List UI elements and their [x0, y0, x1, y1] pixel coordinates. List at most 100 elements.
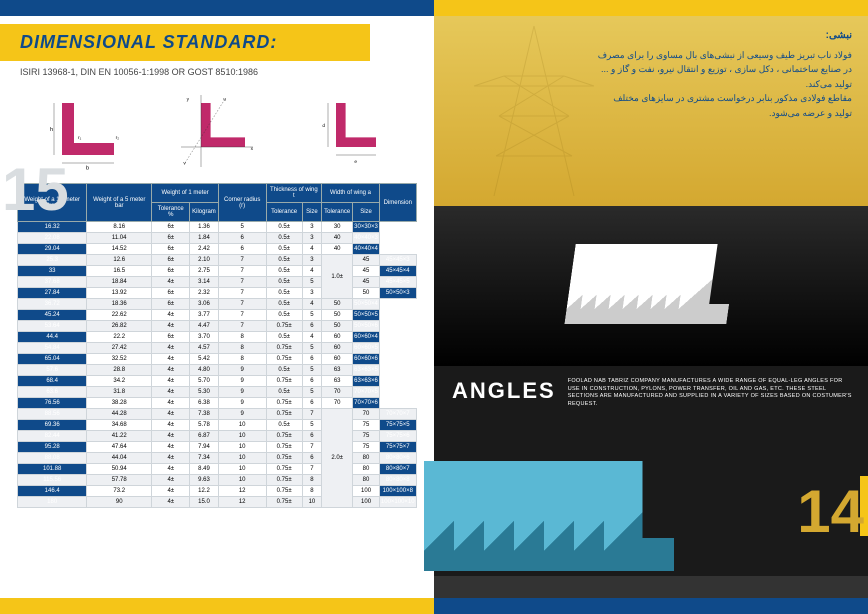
- table-cell: 5: [302, 343, 321, 354]
- table-row: 53.6426.824±4.4770.75±65050×50×6: [18, 321, 416, 332]
- table-cell: 80×80×6: [379, 453, 416, 464]
- table-cell: 29.04: [18, 244, 87, 255]
- table-cell: 63: [322, 365, 353, 376]
- table-row: 63.631.84±5.3090.5±57070×70×5: [18, 387, 416, 398]
- table-cell: 7.94: [190, 442, 219, 453]
- table-cell: 7.38: [190, 409, 219, 420]
- page-number-14: 14: [797, 477, 864, 546]
- table-cell: 7: [302, 409, 321, 420]
- table-row: 68.434.24±5.7090.75±66363×63×6: [18, 376, 416, 387]
- svg-text:u: u: [223, 97, 226, 102]
- table-cell: 50.94: [86, 464, 151, 475]
- table-cell: 32.52: [86, 354, 151, 365]
- table-cell: 28.8: [86, 365, 151, 376]
- table-cell: 70×70×7: [379, 409, 416, 420]
- table-cell: 4: [302, 244, 321, 255]
- table-cell: 101.88: [18, 464, 87, 475]
- table-cell: 38.28: [86, 398, 151, 409]
- table-cell: 12.2: [190, 486, 219, 497]
- table-cell: 4±: [152, 321, 190, 332]
- table-row: 37.6818.844±3.1470.5±54545×45×5: [18, 277, 416, 288]
- table-cell: 68.4: [18, 376, 87, 387]
- table-cell: 100×100×10: [379, 497, 416, 508]
- table-cell: 0.5±: [266, 288, 302, 299]
- table-cell: 4±: [152, 343, 190, 354]
- table-cell: 13.92: [86, 288, 151, 299]
- bottom-bar-left: [0, 598, 434, 614]
- subtitle: ISIRI 13968-1, DIN EN 10056-1:1998 OR GO…: [20, 67, 414, 77]
- th-c5a: Tolerance: [266, 203, 302, 222]
- table-cell: 45: [353, 255, 380, 266]
- table-cell: 0.75±: [266, 475, 302, 486]
- table-cell: 0.75±: [266, 398, 302, 409]
- table-cell: 7: [302, 442, 321, 453]
- white-angles-photo: [434, 206, 868, 366]
- table-cell: 88.08: [18, 453, 87, 464]
- table-cell: 100: [353, 486, 380, 497]
- th-c5: Thickness of wing t: [266, 184, 322, 203]
- table-cell: 6: [302, 453, 321, 464]
- th-c6: Width of wing a: [322, 184, 380, 203]
- table-cell: 7: [218, 310, 266, 321]
- svg-text:h: h: [50, 127, 53, 133]
- th-c4: Corner radius (r): [218, 184, 266, 222]
- table-cell: 45×45×4: [379, 266, 416, 277]
- svg-text:v: v: [183, 161, 186, 166]
- table-cell: 25.3: [18, 255, 87, 266]
- table-cell: 4±: [152, 420, 190, 431]
- table-cell: 54.84: [18, 343, 87, 354]
- table-cell: 60×60×4: [353, 332, 380, 343]
- table-cell: 8: [218, 354, 266, 365]
- table-cell: 5: [218, 222, 266, 233]
- dimension-table: Weight of a 12 meter bar Weight of a 5 m…: [17, 183, 416, 508]
- table-cell: 12: [218, 497, 266, 508]
- table-cell: 9: [218, 376, 266, 387]
- table-row: 88.5644.284±7.3890.75±72.0±7070×70×7: [18, 409, 416, 420]
- table-cell: 10: [302, 497, 321, 508]
- table-cell: 44.28: [86, 409, 151, 420]
- svg-text:y: y: [187, 97, 190, 102]
- table-cell: 3.14: [190, 277, 219, 288]
- table-cell: 27.42: [86, 343, 151, 354]
- table-cell: 9: [218, 365, 266, 376]
- table-row: 3316.56±2.7570.5±44545×45×4: [18, 266, 416, 277]
- table-cell: 6±: [152, 244, 190, 255]
- table-cell: 2.42: [190, 244, 219, 255]
- table-row: 65.0432.524±5.4280.75±66060×60×6: [18, 354, 416, 365]
- farsi-description: نبشی: فولاد ناب تبریز طیف وسیعی از نبشی‌…: [434, 16, 868, 206]
- table-cell: 50: [322, 310, 353, 321]
- table-cell: 22.08: [18, 233, 87, 244]
- table-cell: 6±: [152, 332, 190, 343]
- table-row: 115.5657.784±9.63100.75±88080×80×8: [18, 475, 416, 486]
- table-cell: 8: [302, 486, 321, 497]
- table-cell: 5: [302, 387, 321, 398]
- table-cell: 40×40×3: [353, 233, 380, 244]
- table-row: 45.2422.624±3.7770.5±55050×50×5: [18, 310, 416, 321]
- angles-section: ANGLES FOOLAD NAB TABRIZ COMPANY MANUFAC…: [434, 366, 868, 576]
- table-cell: 2.75: [190, 266, 219, 277]
- title-box: DIMENSIONAL STANDARD:: [0, 24, 370, 61]
- table-row: 27.8413.926±2.3270.5±35050×50×3: [18, 288, 416, 299]
- table-cell: 14.52: [86, 244, 151, 255]
- table-cell: 0.5±: [266, 244, 302, 255]
- top-bar-right: [434, 0, 868, 16]
- table-cell: 75: [353, 442, 380, 453]
- table-row: 76.5638.284±6.3890.75±67070×70×6: [18, 398, 416, 409]
- table-cell: 7: [218, 321, 266, 332]
- table-cell: 4±: [152, 431, 190, 442]
- table-cell: 4±: [152, 464, 190, 475]
- table-cell: 4±: [152, 365, 190, 376]
- table-cell: 31.8: [86, 387, 151, 398]
- table-cell: 75×75×5: [379, 420, 416, 431]
- table-cell: 4.80: [190, 365, 219, 376]
- table-cell: 33: [18, 266, 87, 277]
- diagrams-row: hbr₁r₂ yxuv de: [0, 83, 434, 183]
- table-cell: 63×63×5: [353, 365, 380, 376]
- th-c6a: Tolerance: [322, 203, 353, 222]
- table-cell: 50: [322, 299, 353, 310]
- table-row: 57.628.84±4.8090.5±56363×63×5: [18, 365, 416, 376]
- table-cell: 4.57: [190, 343, 219, 354]
- table-cell: 7: [218, 288, 266, 299]
- right-page: نبشی: فولاد ناب تبریز طیف وسیعی از نبشی‌…: [434, 0, 868, 614]
- table-cell: 11.04: [86, 233, 151, 244]
